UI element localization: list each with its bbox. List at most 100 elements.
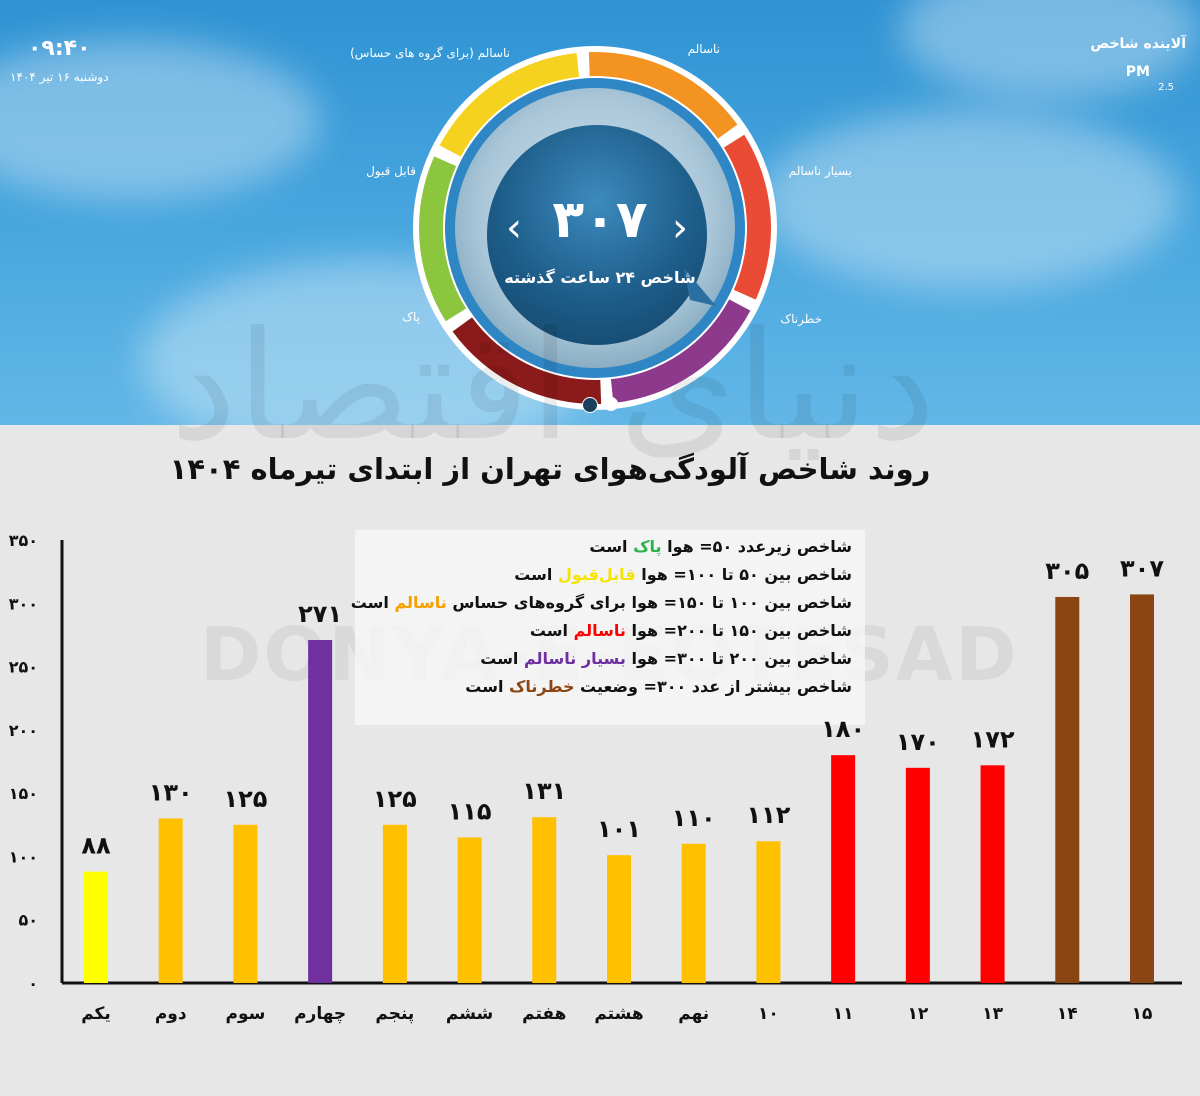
x-tick-label: ۱۵	[1132, 1004, 1153, 1024]
cloud-decoration	[760, 110, 1180, 290]
bar-value-label: ۱۸۰	[821, 715, 865, 743]
legend-line: شاخص بین ۵۰ تا ۱۰۰= هوا قابل‌قبول است	[514, 565, 852, 584]
bar-value-label: ۲۷۱	[298, 600, 342, 628]
legend-line: شاخص بین ۲۰۰ تا ۳۰۰= هوا بسیار ناسالم اس…	[480, 649, 852, 668]
legend-text: است	[480, 649, 524, 668]
x-tick-label: هفتم	[522, 1004, 566, 1024]
bar	[980, 765, 1005, 983]
bar	[681, 843, 706, 983]
bar-value-label: ۱۳۱	[522, 777, 566, 805]
x-tick-label: ۱۳	[982, 1004, 1003, 1024]
gauge-segment	[419, 156, 467, 322]
slide-dot-active[interactable]	[582, 397, 598, 413]
legend-key: قابل‌قبول	[557, 565, 636, 584]
segment-label-very-unhealthy: بسیار ناسالم	[788, 164, 852, 178]
legend-key: پاک	[633, 537, 662, 556]
bar	[84, 871, 108, 983]
legend-text: شاخص بین ۱۵۰ تا ۲۰۰= هوا	[625, 621, 852, 640]
legend-line: شاخص بین ۱۵۰ تا ۲۰۰= هوا ناسالم است	[530, 621, 852, 640]
x-tick-label: سوم	[226, 1004, 266, 1024]
y-tick-label: ۲۰۰	[9, 721, 38, 740]
legend-key: ناسالم	[573, 621, 626, 640]
gauge-pointer	[684, 268, 716, 306]
y-tick-label: ۱۰۰	[9, 847, 38, 866]
pollutant-name: PM	[1125, 64, 1150, 80]
y-tick-label: ۰	[28, 974, 38, 993]
x-tick-label: ۱۲	[907, 1004, 928, 1024]
bar	[158, 818, 183, 983]
x-tick-label: چهارم	[294, 1004, 346, 1024]
bar	[308, 639, 333, 983]
legend-text: است	[350, 593, 395, 612]
y-tick-label: ۳۰۰	[9, 594, 38, 613]
chevron-left-icon[interactable]: ‹	[506, 205, 522, 251]
legend-key: خطرناک	[509, 677, 575, 696]
legend-text: شاخص بین ۵۰ تا ۱۰۰= هوا	[635, 565, 852, 584]
bar-value-label: ۱۱۵	[448, 797, 492, 825]
bar-value-label: ۱۲۵	[223, 785, 267, 813]
x-tick-label: ۱۱	[833, 1004, 854, 1024]
bar	[607, 855, 631, 983]
segment-label-acceptable: قابل قبول	[366, 164, 416, 178]
bar-value-label: ۳۰۷	[1120, 554, 1164, 582]
gauge-segment	[723, 134, 772, 300]
legend-text: شاخص بین ۱۰۰ تا ۱۵۰= هوا برای گروه‌های ح…	[446, 593, 852, 612]
x-tick-label: پنجم	[375, 1004, 414, 1024]
gauge-segment	[588, 52, 738, 139]
legend-text: شاخص زیرعدد ۵۰= هوا	[661, 537, 852, 556]
legend-line: شاخص زیرعدد ۵۰= هوا پاک است	[589, 537, 852, 556]
x-tick-label: ششم	[446, 1004, 493, 1024]
clock-time: ۰۹:۴۰	[28, 36, 91, 61]
legend-box	[355, 530, 865, 725]
legend-text: شاخص بین ۲۰۰ تا ۳۰۰= هوا	[625, 649, 852, 668]
legend-text: است	[529, 621, 574, 640]
segment-label-hazardous: خطرناک	[780, 312, 822, 326]
gauge-segment	[610, 299, 751, 404]
bar	[905, 767, 930, 983]
cloud-decoration	[0, 40, 320, 200]
x-tick-label: دوم	[155, 1004, 187, 1024]
gauge-segment	[452, 317, 602, 404]
bar	[457, 837, 482, 983]
bar	[1130, 594, 1154, 983]
bar-value-label: ۱۰۱	[597, 815, 641, 843]
bar	[756, 841, 781, 983]
y-tick-label: ۲۵۰	[9, 658, 38, 677]
x-tick-label: ۱۰	[758, 1004, 779, 1024]
bar-value-label: ۱۳۰	[149, 778, 193, 806]
bar-value-label: ۸۸	[81, 832, 111, 860]
legend-key: بسیار ناسالم	[523, 649, 626, 668]
y-tick-label: ۵۰	[18, 911, 38, 930]
bar-value-label: ۱۲۵	[373, 785, 417, 813]
legend-text: است	[514, 565, 558, 584]
gauge-segment	[439, 52, 580, 157]
watermark-logo: دنیای اقتصاد	[170, 300, 936, 474]
segment-label-unhealthy: ناسالم	[687, 42, 720, 56]
bar	[1055, 596, 1080, 983]
x-tick-label: هشتم	[594, 1004, 643, 1024]
bar-value-label: ۱۷۰	[896, 728, 940, 756]
y-tick-label: ۳۵۰	[9, 531, 38, 550]
gauge-core	[487, 125, 707, 345]
x-tick-label: نهم	[678, 1004, 709, 1024]
gauge-value: ۳۰۷	[552, 190, 648, 250]
pollutant-title: آلاینده شاخص	[1090, 36, 1186, 52]
bar	[382, 824, 407, 983]
gauge-caption: شاخص ۲۴ ساعت گذشته	[504, 268, 696, 287]
x-tick-label: ۱۴	[1057, 1004, 1078, 1024]
bar	[831, 755, 856, 983]
chevron-right-icon[interactable]: ›	[672, 205, 688, 251]
legend-text: است	[589, 537, 634, 556]
legend-key: ناسالم	[394, 593, 447, 612]
aqi-header-panel: ۰۹:۴۰ دوشنبه ۱۶ تیر ۱۴۰۴ آلاینده شاخص PM…	[0, 0, 1200, 425]
segment-label-clean: پاک	[402, 310, 420, 324]
chart-title: روند شاخص آلودگی‌هوای تهران از ابتدای تی…	[169, 452, 931, 486]
aqi-gauge	[413, 46, 777, 410]
bar-value-label: ۳۰۵	[1045, 557, 1089, 585]
slide-dot[interactable]	[604, 397, 618, 411]
legend-text: است	[465, 677, 510, 696]
bar-value-label: ۱۱۲	[746, 801, 790, 829]
bar	[532, 817, 557, 983]
legend-line: شاخص بین ۱۰۰ تا ۱۵۰= هوا برای گروه‌های ح…	[351, 593, 852, 612]
bar	[233, 824, 258, 983]
